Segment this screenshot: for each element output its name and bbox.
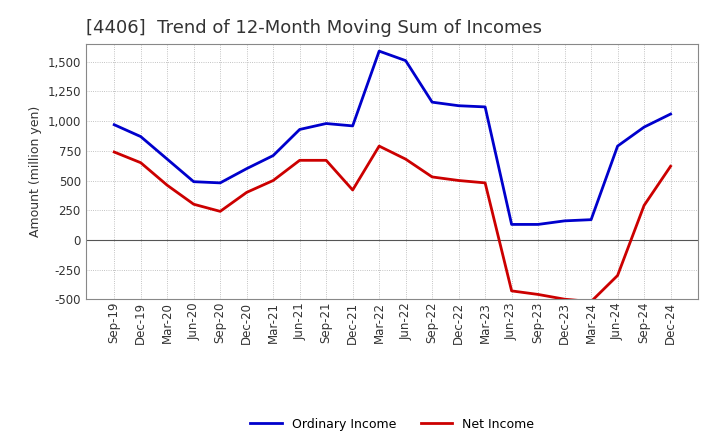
Net Income bbox=[454, 178, 463, 183]
Net Income bbox=[189, 202, 198, 207]
Net Income bbox=[401, 157, 410, 162]
Net Income bbox=[110, 149, 119, 154]
Net Income bbox=[534, 292, 542, 297]
Ordinary Income bbox=[189, 179, 198, 184]
Ordinary Income bbox=[613, 143, 622, 149]
Net Income bbox=[136, 160, 145, 165]
Ordinary Income bbox=[163, 157, 171, 162]
Ordinary Income bbox=[560, 218, 569, 224]
Ordinary Income bbox=[401, 58, 410, 63]
Ordinary Income bbox=[454, 103, 463, 108]
Ordinary Income bbox=[534, 222, 542, 227]
Ordinary Income bbox=[640, 125, 649, 130]
Net Income bbox=[375, 143, 384, 149]
Ordinary Income bbox=[322, 121, 330, 126]
Ordinary Income bbox=[348, 123, 357, 128]
Net Income bbox=[269, 178, 277, 183]
Net Income bbox=[481, 180, 490, 186]
Net Income bbox=[348, 187, 357, 193]
Legend: Ordinary Income, Net Income: Ordinary Income, Net Income bbox=[246, 413, 539, 436]
Net Income bbox=[587, 299, 595, 304]
Net Income bbox=[243, 190, 251, 195]
Net Income bbox=[613, 273, 622, 278]
Net Income bbox=[640, 203, 649, 208]
Net Income bbox=[322, 158, 330, 163]
Net Income bbox=[216, 209, 225, 214]
Ordinary Income bbox=[136, 134, 145, 139]
Text: [4406]  Trend of 12-Month Moving Sum of Incomes: [4406] Trend of 12-Month Moving Sum of I… bbox=[86, 19, 542, 37]
Y-axis label: Amount (million yen): Amount (million yen) bbox=[29, 106, 42, 237]
Net Income bbox=[163, 183, 171, 188]
Ordinary Income bbox=[243, 166, 251, 171]
Net Income bbox=[666, 164, 675, 169]
Ordinary Income bbox=[666, 111, 675, 117]
Ordinary Income bbox=[508, 222, 516, 227]
Net Income bbox=[508, 288, 516, 293]
Net Income bbox=[560, 297, 569, 302]
Ordinary Income bbox=[216, 180, 225, 186]
Ordinary Income bbox=[110, 122, 119, 127]
Line: Ordinary Income: Ordinary Income bbox=[114, 51, 670, 224]
Ordinary Income bbox=[428, 99, 436, 105]
Ordinary Income bbox=[481, 104, 490, 110]
Net Income bbox=[428, 174, 436, 180]
Ordinary Income bbox=[587, 217, 595, 222]
Ordinary Income bbox=[375, 48, 384, 54]
Ordinary Income bbox=[295, 127, 304, 132]
Line: Net Income: Net Income bbox=[114, 146, 670, 301]
Net Income bbox=[295, 158, 304, 163]
Ordinary Income bbox=[269, 153, 277, 158]
